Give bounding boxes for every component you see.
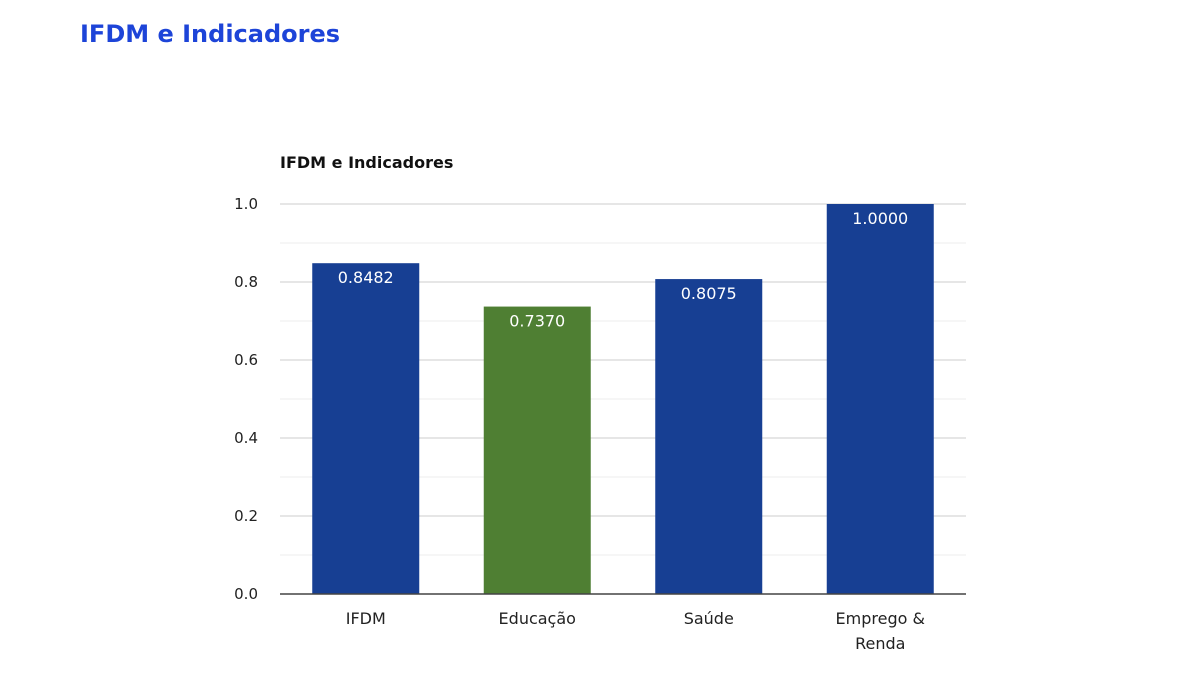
chart-labels: 0.0 0.2 0.4 0.6 0.8 1.0 0.8482 IFDM 0.7370 Educaç… bbox=[234, 195, 925, 653]
data-label: 0.8482 bbox=[338, 268, 394, 287]
y-tick-label: 1.0 bbox=[234, 195, 258, 213]
y-tick-label: 0.8 bbox=[234, 273, 258, 291]
data-label: 0.8075 bbox=[681, 284, 737, 303]
y-tick-label: 0.0 bbox=[234, 585, 258, 603]
y-tick-label: 0.4 bbox=[234, 429, 258, 447]
page-title: IFDM e Indicadores bbox=[80, 20, 341, 48]
x-tick-label: IFDM bbox=[346, 609, 386, 628]
data-label: 1.0000 bbox=[852, 209, 908, 228]
x-tick-label: Renda bbox=[855, 634, 905, 653]
y-tick-label: 0.6 bbox=[234, 351, 258, 369]
bar bbox=[655, 279, 763, 594]
y-tick-label: 0.2 bbox=[234, 507, 258, 525]
x-tick-label: Emprego & bbox=[836, 609, 925, 628]
x-tick-label: Saúde bbox=[684, 609, 734, 628]
chart-title: IFDM e Indicadores bbox=[280, 153, 453, 172]
bar bbox=[483, 306, 591, 594]
bar bbox=[312, 263, 420, 594]
bar bbox=[826, 204, 934, 594]
x-tick-label: Educação bbox=[499, 609, 576, 628]
chart-bars bbox=[312, 204, 934, 594]
data-label: 0.7370 bbox=[509, 312, 565, 331]
